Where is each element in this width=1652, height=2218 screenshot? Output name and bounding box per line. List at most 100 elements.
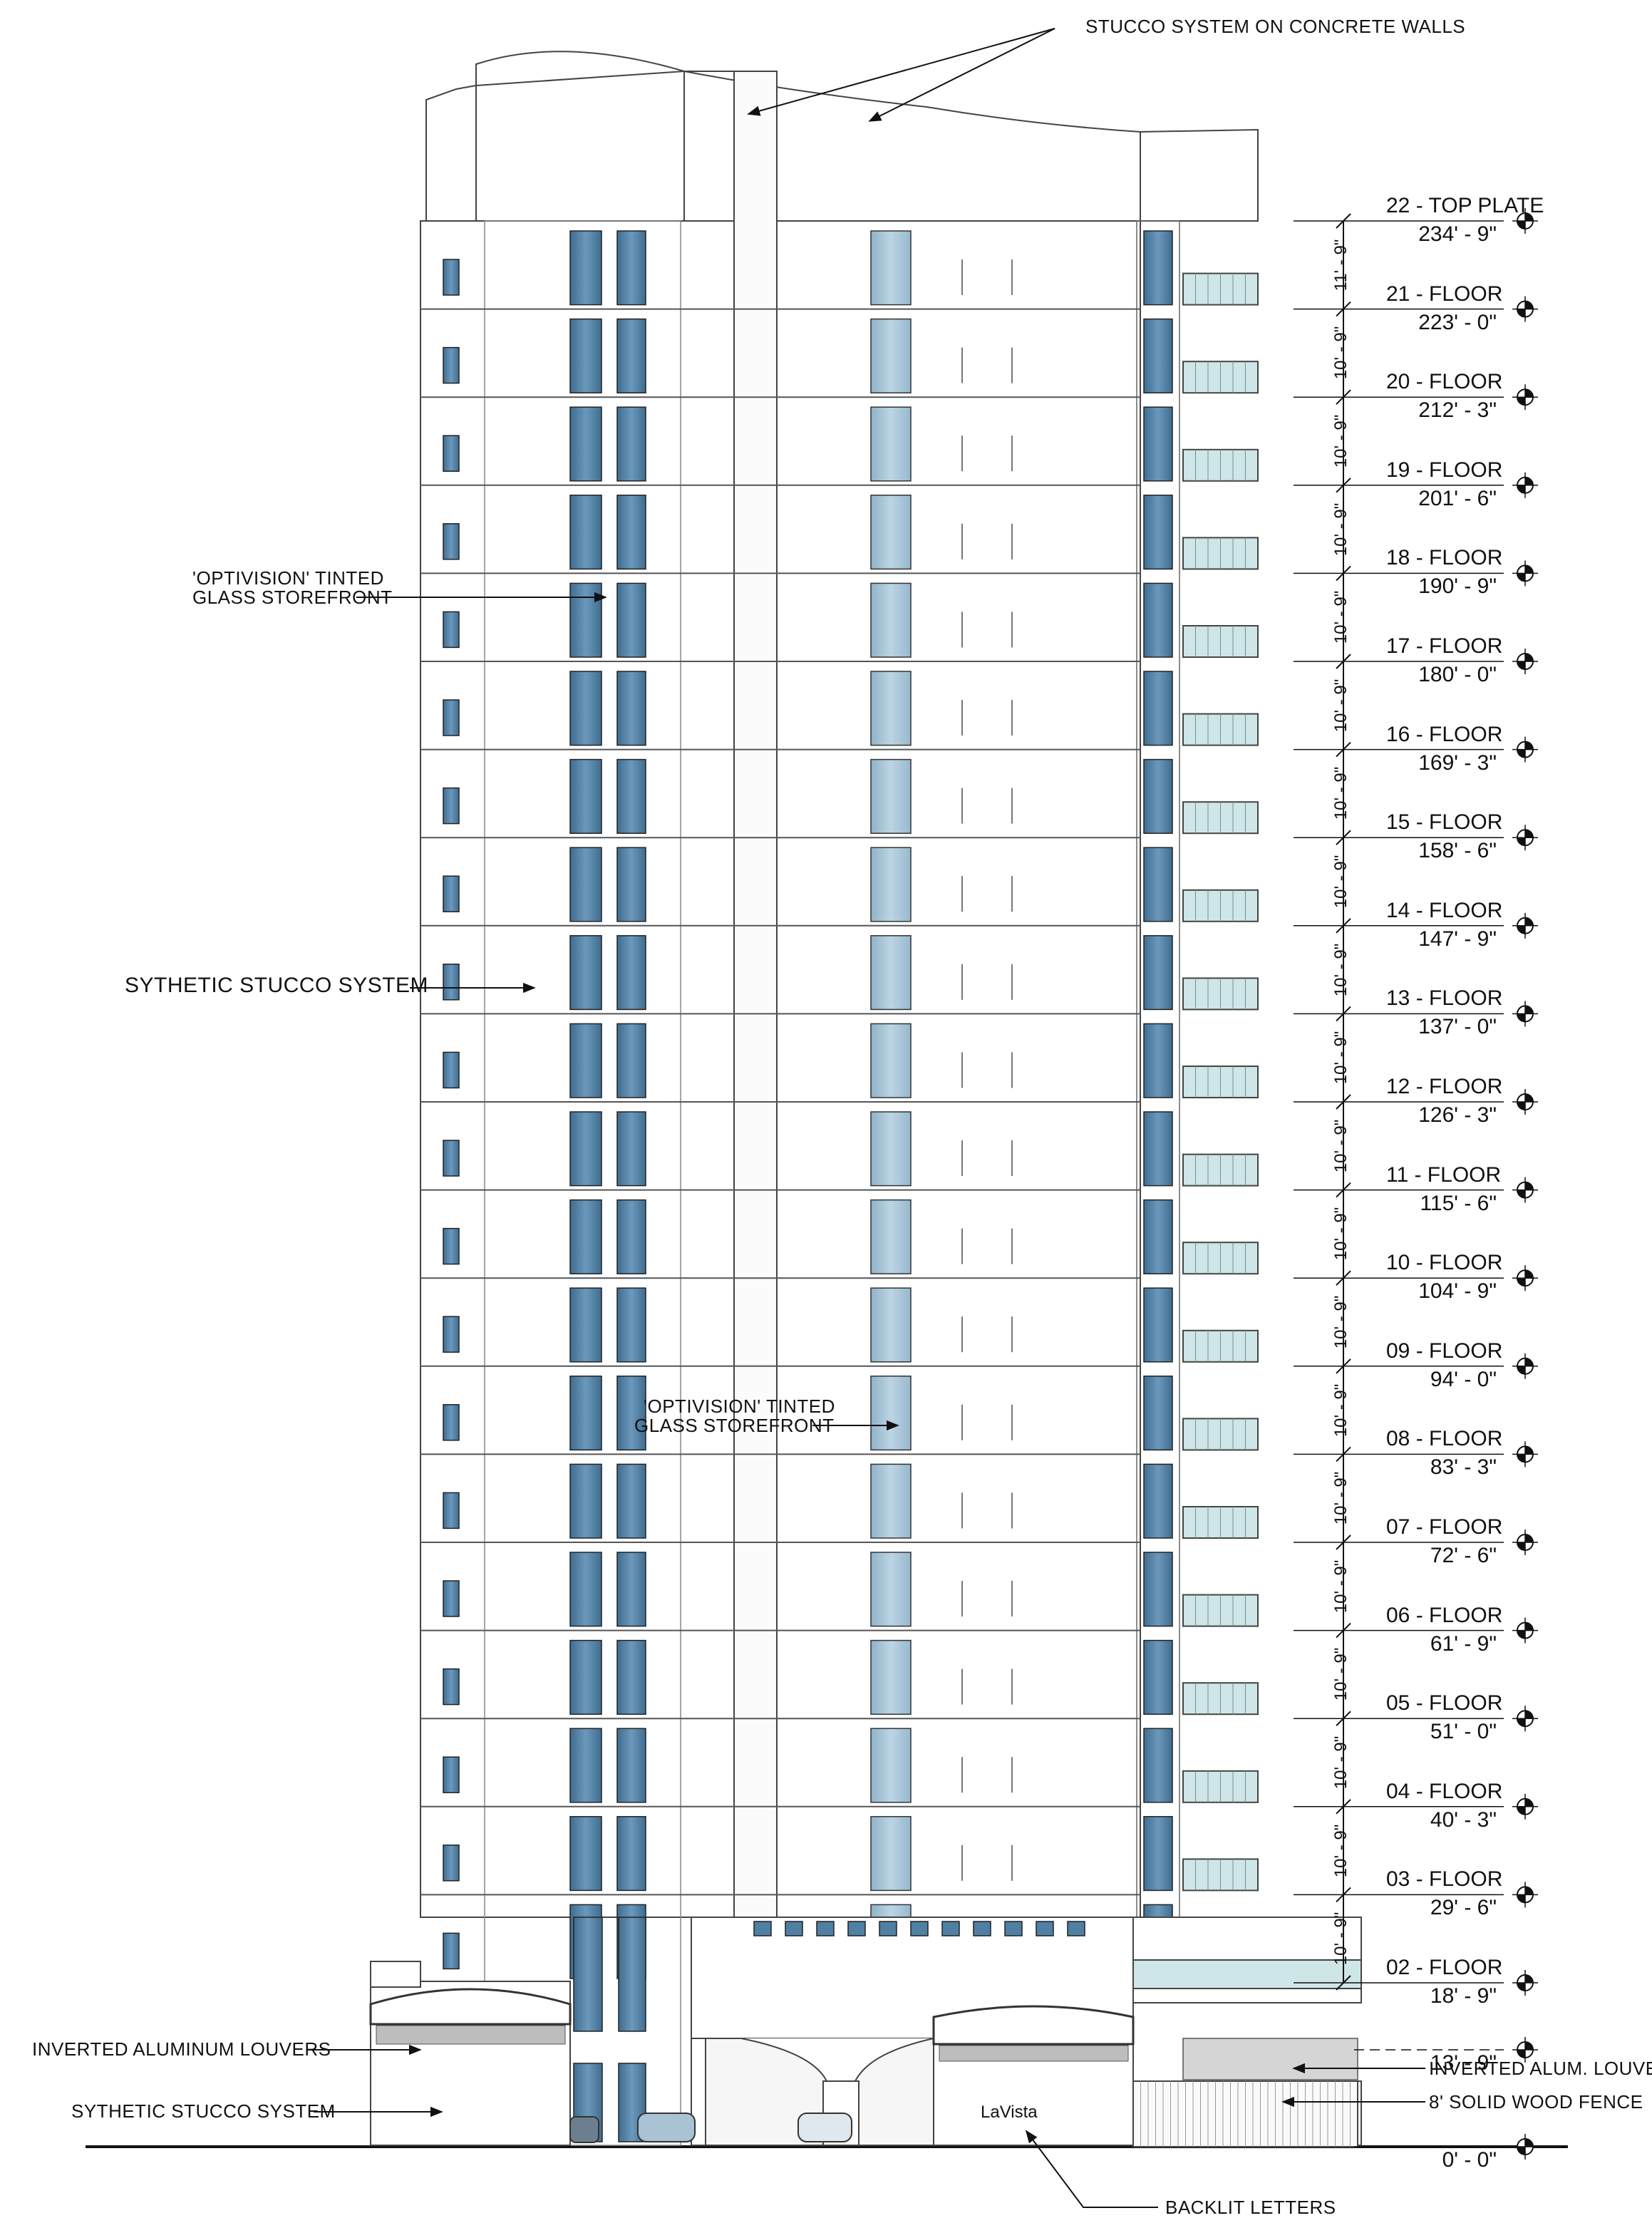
storefront-glass	[616, 1639, 646, 1715]
note-optivision-lower-1: 'OPTIVISION' TINTED	[644, 1396, 835, 1417]
small-window	[443, 1404, 460, 1441]
right-glass-strip	[1143, 1287, 1173, 1363]
storefront-glass-light	[870, 1111, 912, 1187]
level-elevation: 18' - 9"	[1430, 1984, 1497, 2008]
level-name: 10 - FLOOR	[1386, 1251, 1503, 1275]
dim-tick	[1336, 741, 1351, 758]
small-window	[443, 964, 460, 1001]
small-window	[443, 1227, 460, 1265]
level-target-icon	[1512, 1970, 1538, 1996]
small-window	[443, 1051, 460, 1089]
storefront-glass	[616, 1287, 646, 1363]
storefront-glass	[616, 1463, 646, 1539]
storefront-glass	[569, 1552, 602, 1627]
storefront-glass-light	[870, 582, 912, 658]
level-name: 11 - FLOOR	[1386, 1162, 1502, 1187]
storefront-glass	[569, 671, 602, 746]
storefront-glass	[569, 318, 602, 393]
small-window	[443, 787, 460, 825]
storefront-glass-light	[870, 847, 912, 922]
level-elevation: 40' - 3"	[1430, 1807, 1497, 1832]
storefront-glass	[569, 1639, 602, 1715]
level-target-icon	[1512, 1089, 1538, 1115]
dim-tick	[1336, 1534, 1351, 1550]
right-glass-strip	[1143, 1376, 1173, 1451]
level-elevation: 29' - 6"	[1430, 1896, 1497, 1920]
level-target-icon	[1512, 1617, 1538, 1644]
level-target-icon	[1512, 825, 1538, 851]
level-name: 21 - FLOOR	[1386, 282, 1503, 306]
level-name: 14 - FLOOR	[1386, 898, 1503, 922]
level-name: 06 - FLOOR	[1386, 1603, 1503, 1627]
storefront-glass-light	[870, 1287, 912, 1363]
level-target-icon	[1512, 296, 1538, 322]
storefront-glass	[569, 935, 602, 1011]
floor-height-dimension: 10' - 9"	[1331, 1735, 1351, 1790]
dim-tick	[1336, 213, 1351, 229]
level-02-balcony	[1132, 1959, 1362, 1989]
dim-tick	[1336, 1270, 1351, 1286]
level-elevation: 13' - 9"	[1430, 2051, 1497, 2075]
storefront-glass-light	[870, 1552, 912, 1627]
storefront-glass	[618, 1917, 646, 2032]
level-target-icon	[1512, 384, 1538, 411]
level-target-icon	[1512, 2037, 1538, 2063]
storefront-glass	[616, 1199, 646, 1274]
storefront-glass	[616, 758, 646, 834]
small-window	[443, 699, 460, 736]
storefront-glass	[569, 1111, 602, 1187]
level-name: 19 - FLOOR	[1386, 458, 1503, 482]
floor-height-dimension: 10' - 9"	[1331, 855, 1351, 909]
dim-tick	[1336, 1358, 1351, 1374]
tower-body	[420, 220, 1141, 1918]
level-elevation: 94' - 0"	[1430, 1367, 1497, 1391]
level-name: 12 - FLOOR	[1386, 1075, 1503, 1098]
floor-height-dimension: 10' - 9"	[1331, 1295, 1351, 1349]
podium-window	[1067, 1921, 1085, 1936]
right-glass-strip	[1143, 318, 1173, 393]
floor-height-dimension: 10' - 9"	[1331, 1471, 1351, 1525]
small-window	[443, 1845, 460, 1882]
dim-tick	[1336, 389, 1351, 405]
storefront-glass	[616, 1111, 646, 1187]
small-window	[443, 1316, 460, 1353]
floor-height-dimension: 10' - 9"	[1331, 414, 1351, 468]
level-target-icon	[1512, 208, 1538, 234]
level-name: 17 - FLOOR	[1386, 634, 1503, 658]
dim-tick	[1336, 1446, 1351, 1463]
level-target-icon	[1512, 1706, 1538, 1732]
small-window	[443, 1932, 460, 1970]
podium-window	[753, 1921, 772, 1936]
storefront-glass	[569, 582, 602, 658]
storefront-glass	[569, 758, 602, 834]
small-window	[443, 611, 460, 649]
note-wood-fence: 8' SOLID WOOD FENCE	[1429, 2091, 1643, 2113]
dim-tick	[1336, 478, 1351, 493]
level-target-icon	[1512, 1793, 1538, 1820]
storefront-glass	[616, 230, 646, 306]
storefront-glass	[616, 671, 646, 746]
right-glass-strip	[1143, 758, 1173, 834]
small-window	[443, 523, 460, 560]
floor-height-dimension: 10' - 9"	[1331, 1912, 1351, 1966]
level-elevation: 234' - 9"	[1418, 222, 1497, 246]
storefront-glass	[616, 935, 646, 1011]
podium-window	[879, 1921, 897, 1936]
level-elevation: 190' - 9"	[1418, 574, 1497, 599]
level-markers	[1294, 208, 1538, 2160]
floor-height-dimension: 10' - 9"	[1331, 590, 1351, 644]
level-name: 02 - FLOOR	[1386, 1956, 1503, 1979]
level-elevation: 61' - 9"	[1430, 1631, 1497, 1656]
storefront-glass	[616, 1728, 646, 1803]
storefront-glass	[616, 582, 646, 658]
level-name: 16 - FLOOR	[1386, 722, 1503, 746]
storefront-glass	[569, 1728, 602, 1803]
dim-tick	[1336, 565, 1351, 582]
level-elevation: 158' - 6"	[1418, 839, 1497, 863]
dim-tick	[1336, 918, 1351, 934]
note-optivision-upper-2: GLASS STOREFRONT	[192, 587, 393, 608]
right-glass-strip	[1143, 1816, 1173, 1892]
floor-height-dimension: 10' - 9"	[1331, 326, 1351, 380]
dim-tick	[1336, 1622, 1351, 1639]
